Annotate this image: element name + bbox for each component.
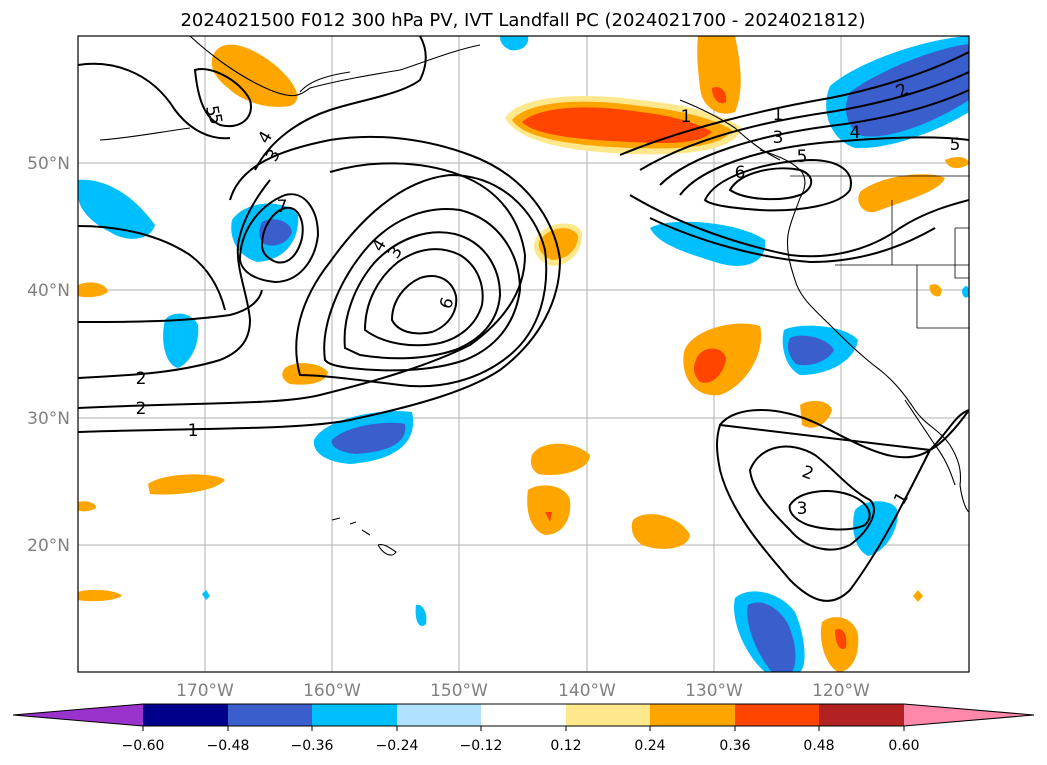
contour-label: 2 <box>136 399 147 419</box>
lat-tick-label: 40°N <box>27 281 70 301</box>
contour-label: 1 <box>681 107 692 127</box>
lon-tick-label: 140°W <box>558 681 616 701</box>
colorbar-tick-label: −0.36 <box>291 738 334 754</box>
lat-tick-label: 50°N <box>27 154 70 174</box>
map-frame <box>77 35 970 673</box>
negative-anomaly-east <box>650 221 858 375</box>
positive-anomaly-bc-coast <box>697 36 741 114</box>
lon-tick-label: 120°W <box>812 681 870 701</box>
lon-tick-label: 150°W <box>430 681 488 701</box>
colorbar-tick-label: 0.24 <box>634 738 665 754</box>
contour-label: 4 <box>850 123 861 143</box>
negative-anomaly-small <box>78 36 969 672</box>
colorbar-tick-label: −0.24 <box>376 738 419 754</box>
shaded-anomalies <box>78 36 969 672</box>
colorbar-ticks <box>142 726 905 731</box>
lat-tick-label: 30°N <box>27 409 70 429</box>
contour-label: 7 <box>277 197 288 217</box>
colorbar: −0.60 −0.48 −0.36 −0.24 −0.12 0.12 0.24 … <box>12 703 1035 754</box>
colorbar-extend-high <box>904 704 1034 726</box>
colorbar-segment <box>397 704 481 726</box>
lon-tick-label: 130°W <box>685 681 743 701</box>
contour-label: 2 <box>136 369 147 389</box>
colorbar-segment <box>312 704 397 726</box>
positive-anomaly-bering <box>211 44 298 107</box>
figure-title: 2024021500 F012 300 hPa PV, IVT Landfall… <box>180 10 865 31</box>
contour-label: 3 <box>797 499 808 519</box>
colorbar-segment <box>481 704 566 726</box>
contour-label: 1 <box>773 105 784 125</box>
colorbar-tick-label: 0.12 <box>550 738 581 754</box>
colorbar-tick-label: 0.60 <box>888 738 919 754</box>
positive-anomaly-small <box>78 156 969 672</box>
latitude-ticks: 50°N 40°N 30°N 20°N <box>27 154 70 556</box>
colorbar-tick-label: −0.60 <box>122 738 165 754</box>
colorbar-segment <box>143 704 228 726</box>
colorbar-segment <box>228 704 312 726</box>
contour-label: 5 <box>201 104 223 118</box>
colorbar-segment <box>735 704 819 726</box>
state-borders <box>790 175 969 329</box>
colorbar-tick-label: −0.48 <box>207 738 250 754</box>
pv-contours <box>78 36 969 602</box>
negative-anomaly-central <box>313 411 414 464</box>
contour-label: 3 <box>773 128 784 148</box>
contour-label: 5 <box>797 147 808 167</box>
colorbar-segment <box>566 704 650 726</box>
contour-label: 5 <box>950 135 961 155</box>
colorbar-segment <box>819 704 904 726</box>
colorbar-extend-low <box>13 704 143 726</box>
colorbar-segment <box>650 704 735 726</box>
positive-anomaly-gulf-of-alaska <box>505 95 742 155</box>
lat-tick-label: 20°N <box>27 536 70 556</box>
colorbar-tick-label: −0.12 <box>460 738 503 754</box>
longitude-ticks: 170°W 160°W 150°W 140°W 130°W 120°W <box>176 681 870 701</box>
contour-label: 6 <box>735 163 746 183</box>
contour-label: 1 <box>188 421 199 441</box>
colorbar-tick-label: 0.48 <box>803 738 834 754</box>
positive-anomaly-east-1 <box>683 323 762 396</box>
lon-tick-label: 170°W <box>176 681 234 701</box>
colorbar-tick-label: 0.36 <box>719 738 750 754</box>
contour-label: 5 <box>204 112 226 126</box>
lon-tick-label: 160°W <box>303 681 361 701</box>
